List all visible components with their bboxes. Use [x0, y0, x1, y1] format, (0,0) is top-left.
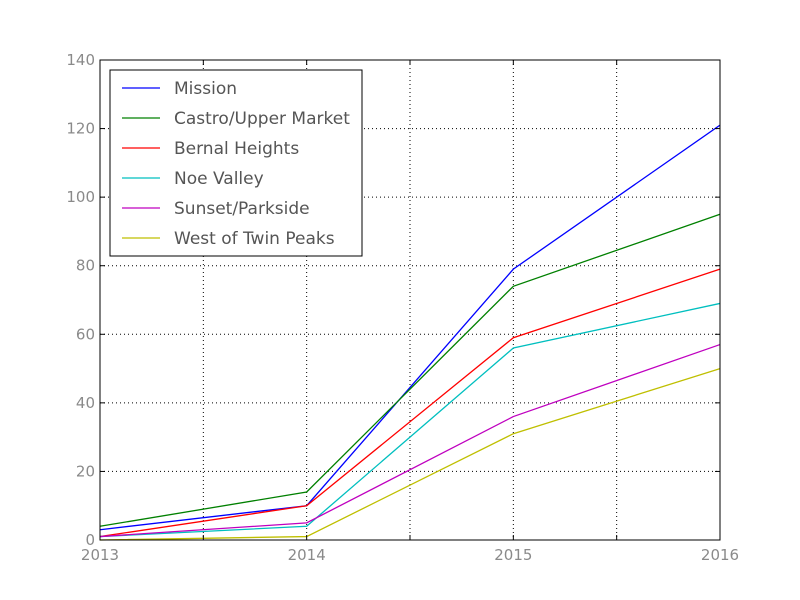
y-tick-label: 100 [66, 188, 95, 206]
y-tick-label: 40 [76, 394, 95, 412]
y-tick-label: 20 [76, 462, 95, 480]
y-tick-label: 0 [85, 531, 95, 549]
legend-label: Castro/Upper Market [174, 109, 350, 129]
series-line-3 [99, 268, 721, 538]
series-line-1 [99, 124, 721, 531]
legend: Mission Castro/Upper Market Bernal Heights… [109, 69, 363, 257]
series-line-2 [99, 213, 721, 527]
y-tick-label: 80 [76, 257, 95, 275]
x-tick-label: 2014 [288, 546, 326, 564]
legend-label: Bernal Heights [174, 139, 299, 159]
series-line-6 [99, 367, 721, 541]
y-tick-label: 60 [76, 325, 95, 343]
legend-label: West of Twin Peaks [174, 229, 335, 249]
legend-label: Mission [174, 79, 237, 99]
x-tick-label: 2016 [701, 546, 739, 564]
axis-ticks [99, 59, 721, 541]
legend-box [109, 69, 363, 257]
series-line-4 [99, 302, 721, 538]
legend-label: Noe Valley [174, 169, 264, 189]
x-tick-label: 2015 [494, 546, 532, 564]
x-tick-labels: 2013 2014 2015 2016 [81, 546, 739, 564]
legend-label: Sunset/Parkside [174, 199, 310, 219]
y-tick-labels: 0 20 40 60 80 100 120 140 [66, 51, 95, 549]
x-tick-label: 2013 [81, 546, 119, 564]
y-tick-label: 140 [66, 51, 95, 69]
y-tick-label: 120 [66, 120, 95, 138]
series-line-5 [99, 343, 721, 538]
